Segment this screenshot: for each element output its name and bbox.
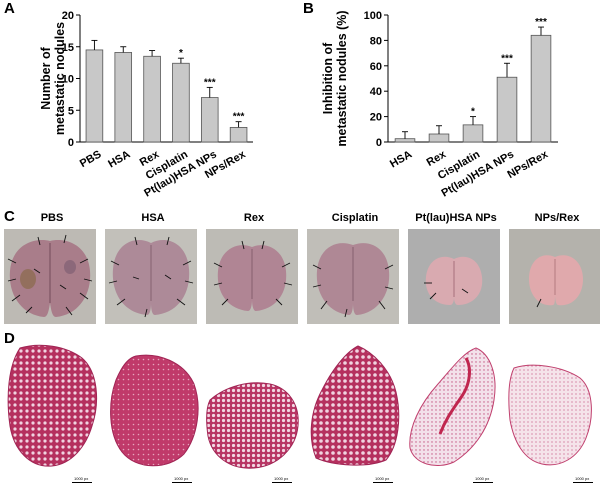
panel-label-d: D xyxy=(4,330,15,347)
chart-a-significance-mark: *** xyxy=(233,112,245,123)
chart-a-y-tick-label: 5 xyxy=(68,105,74,117)
chart-b-significance-mark: *** xyxy=(501,53,513,64)
chart-b-significance-mark: *** xyxy=(535,17,547,28)
chart-a-y-tick-label: 0 xyxy=(68,137,74,149)
chart-a-y-tick-label: 10 xyxy=(62,74,74,86)
photo-label-ptlauhsa: Pt(lau)HSA NPs xyxy=(415,212,497,224)
chart-a-y-axis-label: metastatic nodules xyxy=(53,22,67,135)
chart-a-bar xyxy=(143,55,161,143)
scale-bar-label: 1000 px xyxy=(274,476,289,481)
chart-b-bar xyxy=(428,133,450,143)
chart-inhibition-percent: 0 20 40 60 80 100 Inhibition of metastatic nodu… xyxy=(321,10,558,200)
histology-section-cisplatin xyxy=(310,345,400,466)
chart-b-y-axis-label: metastatic nodules (%) xyxy=(335,10,349,146)
photo-label-pbs: PBS xyxy=(40,212,64,224)
photo-label-npsrex: NPs/Rex xyxy=(534,212,580,224)
chart-b-y-tick-label: 100 xyxy=(364,10,382,22)
histology-section-pbs xyxy=(7,344,98,467)
chart-b-bar xyxy=(496,76,518,143)
chart-a-bar xyxy=(114,52,133,143)
scale-bar-2 xyxy=(172,482,192,483)
chart-number-of-nodules: 0 5 10 15 20 Number of metastatic nodules PBS HS… xyxy=(39,10,253,200)
scale-bar-label: 1000 px xyxy=(174,476,189,481)
chart-b-y-tick-label: 20 xyxy=(370,112,382,124)
chart-a-significance-mark: *** xyxy=(204,77,216,88)
chart-b-bar xyxy=(394,138,416,143)
lung-photo-nps-rex xyxy=(509,229,600,324)
histology-section-hsa xyxy=(110,354,199,467)
chart-a-category-label: PBS xyxy=(78,148,104,170)
scale-bar-label: 1000 px xyxy=(74,476,89,481)
panel-label-c: C xyxy=(4,208,15,225)
chart-b-y-tick-label: 40 xyxy=(370,86,382,98)
histology-section-nps-rex xyxy=(508,364,592,466)
scale-bar-label: 1000 px xyxy=(475,476,490,481)
chart-a-bar xyxy=(172,62,190,143)
photo-label-cisplatin: Cisplatin xyxy=(331,212,379,224)
chart-b-y-tick-label: 80 xyxy=(370,35,382,47)
scale-bar-1 xyxy=(72,482,92,483)
histology-section-rex xyxy=(206,382,299,469)
photo-label-rex: Rex xyxy=(243,212,265,224)
chart-b-bar xyxy=(462,124,484,143)
chart-a-bar xyxy=(200,97,219,143)
histology-section-ptlauhsa-nps xyxy=(409,347,496,466)
photo-label-hsa: HSA xyxy=(141,212,165,224)
lung-photo-rex xyxy=(206,229,298,324)
scale-bar-6 xyxy=(573,482,593,483)
scale-bar-label: 1000 px xyxy=(375,476,390,481)
lung-photo-hsa xyxy=(105,229,197,324)
chart-b-category-label: HSA xyxy=(388,148,414,170)
chart-a-y-axis-label: Number of xyxy=(39,46,53,109)
chart-a-bar xyxy=(229,126,248,143)
panel-label-b: B xyxy=(303,0,314,17)
chart-a-significance-mark: * xyxy=(179,48,183,59)
chart-a-y-tick-label: 15 xyxy=(62,42,74,54)
chart-b-y-tick-label: 60 xyxy=(370,61,382,73)
chart-b-y-axis-label: Inhibition of xyxy=(321,42,335,114)
chart-b-significance-mark: * xyxy=(471,107,475,118)
lung-photo-cisplatin xyxy=(307,229,399,324)
lung-photo-ptlauhsa-nps xyxy=(408,229,500,324)
panel-label-a: A xyxy=(4,0,15,17)
scale-bar-label: 1000 px xyxy=(575,476,590,481)
chart-a-bar xyxy=(85,49,104,143)
chart-b-bar xyxy=(530,34,552,143)
chart-a-y-tick-label: 20 xyxy=(62,10,74,22)
scale-bar-4 xyxy=(373,482,393,483)
scale-bar-5 xyxy=(473,482,493,483)
chart-b-y-tick-label: 0 xyxy=(376,137,382,149)
scale-bar-3 xyxy=(272,482,292,483)
lung-photo-pbs xyxy=(4,229,96,324)
chart-a-category-label: HSA xyxy=(106,148,132,170)
